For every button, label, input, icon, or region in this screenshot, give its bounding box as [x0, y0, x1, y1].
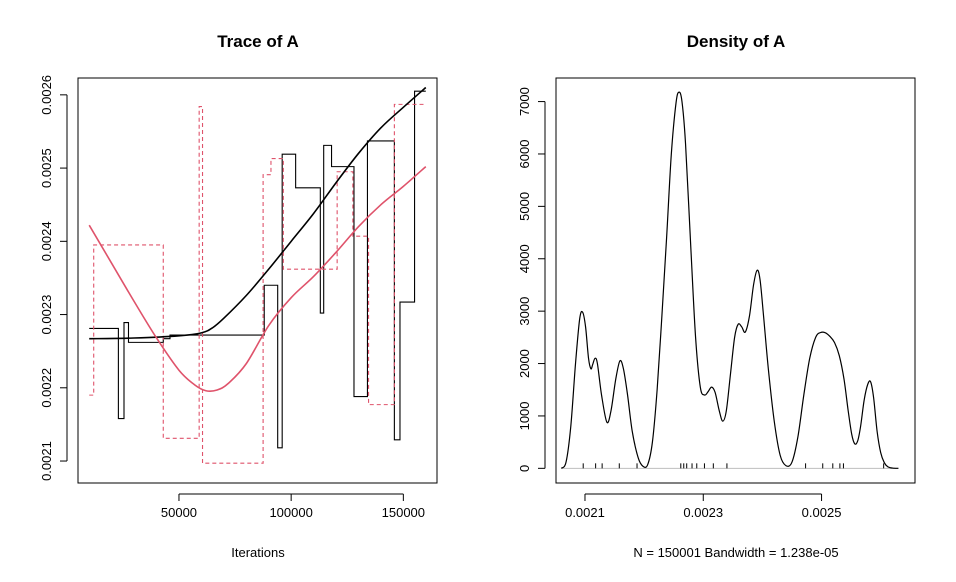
y-tick-label: 7000: [517, 87, 532, 116]
y-tick-label: 4000: [517, 244, 532, 273]
density-x-axis-label: N = 150001 Bandwidth = 1.238e-05: [633, 545, 838, 560]
trace-panel: Trace of A 50000 100000 150000 0.00210.002…: [39, 32, 438, 560]
density-x-axis: 0.0021 0.0023 0.0025: [565, 493, 842, 520]
y-tick-label: 0.0024: [39, 221, 54, 261]
trace-x-axis: 50000 100000 150000: [161, 493, 425, 520]
trace-title: Trace of A: [217, 32, 299, 51]
y-tick-label: 2000: [517, 349, 532, 378]
y-tick-label: 5000: [517, 192, 532, 221]
trace-series-line-2: [89, 103, 426, 464]
y-tick-label: 0.0026: [39, 75, 54, 115]
y-tick-label: 0.0022: [39, 368, 54, 408]
y-tick-label: 3000: [517, 297, 532, 326]
x-tick-label: 150000: [382, 505, 425, 520]
x-tick-label: 50000: [161, 505, 197, 520]
y-tick-label: 1000: [517, 401, 532, 430]
y-tick-label: 0.0021: [39, 441, 54, 481]
density-title: Density of A: [687, 32, 786, 51]
density-series-group: [560, 91, 899, 469]
y-tick-label: 0: [517, 465, 532, 472]
y-tick-label: 6000: [517, 140, 532, 169]
trace-series-line-1: [89, 90, 426, 449]
trace-series-line-3: [89, 86, 427, 340]
trace-x-axis-label: Iterations: [231, 545, 285, 560]
x-tick-label: 0.0023: [683, 505, 723, 520]
density-y-axis: 0 1000 2000 3000 4000 5000 6000 7000: [517, 87, 546, 472]
x-tick-label: 0.0021: [565, 505, 605, 520]
density-panel: Density of A 0.0021 0.0023 0.0025 0 1000 200…: [517, 32, 916, 560]
density-curve: [560, 91, 899, 469]
x-tick-label: 100000: [269, 505, 312, 520]
trace-plot-frame: [77, 77, 438, 484]
trace-series-group: [88, 86, 427, 464]
trace-y-axis: 0.0021 0.0022 0.0023 0.0024 0.0025 0.0026: [39, 75, 68, 481]
y-tick-label: 0.0023: [39, 295, 54, 335]
density-plot-frame: [555, 77, 916, 484]
x-tick-label: 0.0025: [802, 505, 842, 520]
trace-series-line-4: [88, 166, 427, 392]
y-tick-label: 0.0025: [39, 148, 54, 188]
